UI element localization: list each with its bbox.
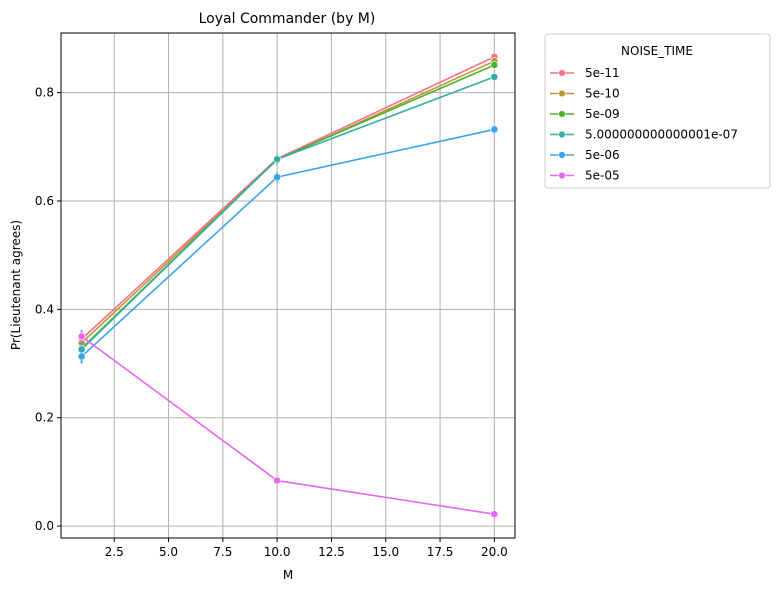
x-tick-label: 20.0 (481, 545, 508, 559)
y-axis-label: Pr(Lieutenant agrees) (9, 220, 23, 350)
legend-frame (544, 33, 771, 189)
y-tick-label: 0.2 (35, 411, 54, 425)
legend-swatch-marker (558, 151, 566, 159)
y-axis-ticks: 0.0 0.2 0.4 0.6 0.8 (35, 86, 61, 533)
legend-label: 5e-10 (585, 87, 620, 101)
data-point (490, 72, 499, 81)
x-tick-label: 10.0 (264, 545, 291, 559)
data-point (273, 476, 282, 485)
legend-swatch-marker (558, 69, 566, 77)
data-point (273, 155, 282, 164)
series-5 (77, 125, 499, 364)
x-tick-label: 15.0 (372, 545, 399, 559)
x-tick-label: 12.5 (318, 545, 345, 559)
data-point (490, 125, 499, 134)
x-tick-label: 17.5 (427, 545, 454, 559)
x-gridlines (113, 33, 495, 538)
plot-frame (60, 32, 516, 539)
data-point (273, 173, 282, 182)
data-point (77, 352, 86, 361)
x-axis-label: M (283, 568, 293, 582)
legend-label: 5.000000000000001e-07 (585, 128, 738, 142)
legend-entry-4: 5.000000000000001e-07 (550, 128, 738, 142)
x-tick-label: 7.5 (213, 545, 232, 559)
legend-label: 5e-06 (585, 148, 620, 162)
legend-label: 5e-05 (585, 169, 620, 183)
legend-title: NOISE_TIME (621, 44, 693, 58)
legend-swatch-marker (558, 130, 566, 139)
series-layer (77, 52, 499, 519)
legend-swatch-marker (558, 171, 566, 180)
legend-entry-1: 5e-11 (550, 66, 620, 80)
legend-entry-5: 5e-06 (550, 148, 620, 162)
chart-title: Loyal Commander (by M) (199, 11, 376, 27)
y-tick-label: 0.0 (35, 519, 54, 533)
data-point (77, 332, 86, 341)
x-tick-label: 2.5 (105, 545, 124, 559)
plot-area (61, 33, 515, 538)
y-tick-label: 0.8 (35, 86, 54, 100)
data-point (490, 61, 499, 69)
x-axis-ticks: 2.5 5.0 7.5 10.0 12.5 15.0 17.5 20.0 (105, 538, 508, 559)
legend-swatch-marker (558, 110, 566, 118)
legend-swatch-marker (558, 89, 566, 98)
legend-label: 5e-11 (585, 66, 620, 80)
legend-label: 5e-09 (585, 107, 620, 121)
data-point (490, 510, 499, 519)
x-tick-label: 5.0 (159, 545, 178, 559)
legend: NOISE_TIME 5e-11 5e-10 5e-09 5.000000000000… (544, 33, 771, 189)
y-tick-label: 0.6 (35, 194, 54, 208)
y-gridlines (61, 92, 515, 527)
legend-entry-6: 5e-05 (550, 169, 620, 183)
legend-entries: 5e-11 5e-10 5e-09 5.000000000000001e-07 5e-0… (550, 66, 738, 183)
legend-entry-2: 5e-10 (550, 87, 620, 101)
y-tick-label: 0.4 (35, 302, 54, 316)
legend-entry-3: 5e-09 (550, 107, 620, 121)
series-6 (77, 329, 499, 519)
